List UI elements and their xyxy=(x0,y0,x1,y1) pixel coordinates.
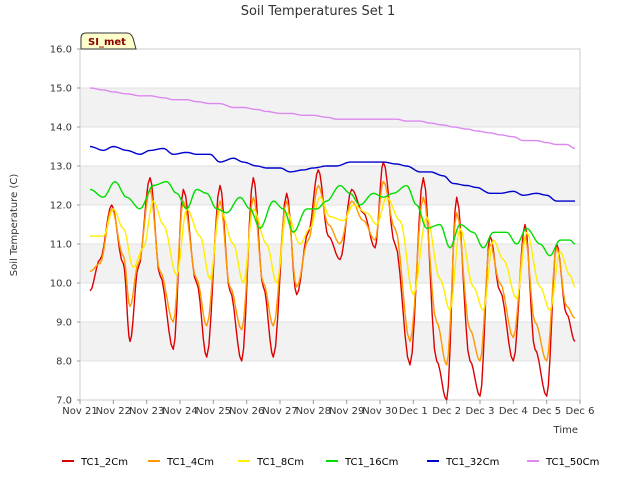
y-tick-label: 11.0 xyxy=(50,240,72,251)
legend-label: TC1_8Cm xyxy=(256,457,304,468)
y-tick-label: 7.0 xyxy=(56,396,72,407)
series-line-tc1_2cm xyxy=(89,161,576,401)
grid-band xyxy=(80,88,580,127)
x-tick-label: Nov 30 xyxy=(362,406,397,417)
series-lines xyxy=(89,87,576,401)
legend-label: TC1_4Cm xyxy=(166,457,214,468)
y-tick-label: 15.0 xyxy=(50,84,72,95)
series-line-tc1_32cm xyxy=(89,145,575,202)
grid-bands xyxy=(80,49,580,401)
x-tick-label: Dec 5 xyxy=(532,406,561,417)
grid-band xyxy=(80,49,580,88)
x-tick-label: Dec 1 xyxy=(399,406,428,417)
y-axis-ticks: 7.0 8.0 9.0 10.0 11.0 12.0 13.0 14.0 15.0 16.0 xyxy=(50,45,80,407)
legend-label: TC1_50Cm xyxy=(545,457,599,468)
y-tick-label: 9.0 xyxy=(56,318,72,329)
x-tick-label: Dec 6 xyxy=(566,406,595,417)
x-tick-label: Nov 21 xyxy=(62,406,97,417)
y-axis-label: Soil Temperature (C) xyxy=(9,174,20,277)
site-tag-box: SI_met xyxy=(80,32,137,50)
series-line-tc1_4cm xyxy=(89,180,576,366)
site-tag-label: SI_met xyxy=(88,37,126,48)
x-tick-label: Dec 4 xyxy=(499,406,528,417)
y-tick-label: 14.0 xyxy=(50,123,72,134)
legend-label: TC1_32Cm xyxy=(445,457,499,468)
legend: TC1_2Cm TC1_4Cm TC1_8Cm TC1_16Cm TC1_32Cm TC1… xyxy=(62,457,599,468)
series-line-tc1_50cm xyxy=(89,87,576,150)
x-tick-label: Nov 25 xyxy=(196,406,231,417)
x-tick-label: Nov 22 xyxy=(96,406,131,417)
x-tick-label: Nov 28 xyxy=(296,406,331,417)
series-line-tc1_8cm xyxy=(90,196,576,311)
x-tick-label: Nov 27 xyxy=(262,406,297,417)
series-line-tc1_16cm xyxy=(89,180,576,257)
x-axis-label: Time xyxy=(553,425,578,436)
plot-frame xyxy=(79,48,581,401)
y-tick-label: 13.0 xyxy=(50,162,72,173)
x-tick-label: Nov 23 xyxy=(129,406,164,417)
site-tag-background xyxy=(80,32,137,50)
y-tick-label: 16.0 xyxy=(50,45,72,56)
legend-label: TC1_16Cm xyxy=(344,457,398,468)
grid-band xyxy=(80,127,580,166)
x-tick-label: Dec 3 xyxy=(466,406,495,417)
x-tick-label: Nov 29 xyxy=(329,406,364,417)
grid-band xyxy=(80,244,580,283)
grid-band xyxy=(80,322,580,361)
legend-label: TC1_2Cm xyxy=(80,457,128,468)
x-tick-label: Nov 24 xyxy=(162,406,197,417)
x-tick-label: Nov 26 xyxy=(229,406,264,417)
y-tick-label: 10.0 xyxy=(50,279,72,290)
x-tick-label: Dec 2 xyxy=(432,406,461,417)
y-tick-label: 12.0 xyxy=(50,201,72,212)
y-tick-label: 8.0 xyxy=(56,357,72,368)
chart-title: Soil Temperatures Set 1 xyxy=(241,4,396,19)
grid-band xyxy=(80,361,580,400)
